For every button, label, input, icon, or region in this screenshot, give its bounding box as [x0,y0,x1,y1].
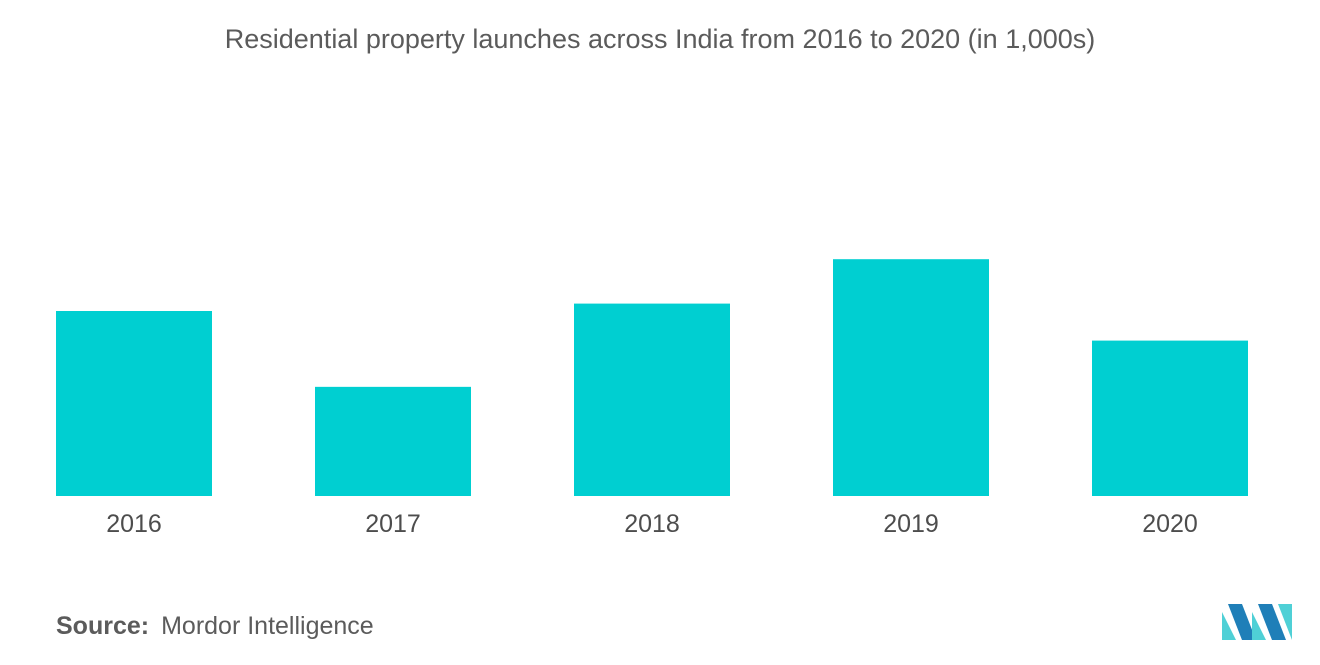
bar-2018 [574,304,730,496]
bar-2017 [315,387,471,496]
bar-2020 [1092,341,1248,496]
source-text: Mordor Intelligence [161,612,374,640]
bar-2016 [56,311,212,496]
x-tick-label-2019: 2019 [883,510,939,538]
bar-2019 [833,259,989,496]
source-note: Source: Mordor Intelligence [56,612,374,641]
x-tick-label-2017: 2017 [365,510,421,538]
bar-chart: 2016 2017 2018 2019 2020 [0,0,1320,665]
x-tick-label-2018: 2018 [624,510,680,538]
x-tick-label-2016: 2016 [106,510,162,538]
x-tick-label-2020: 2020 [1142,510,1198,538]
source-label: Source: [56,612,149,640]
mordor-intelligence-logo-icon [1222,604,1292,640]
